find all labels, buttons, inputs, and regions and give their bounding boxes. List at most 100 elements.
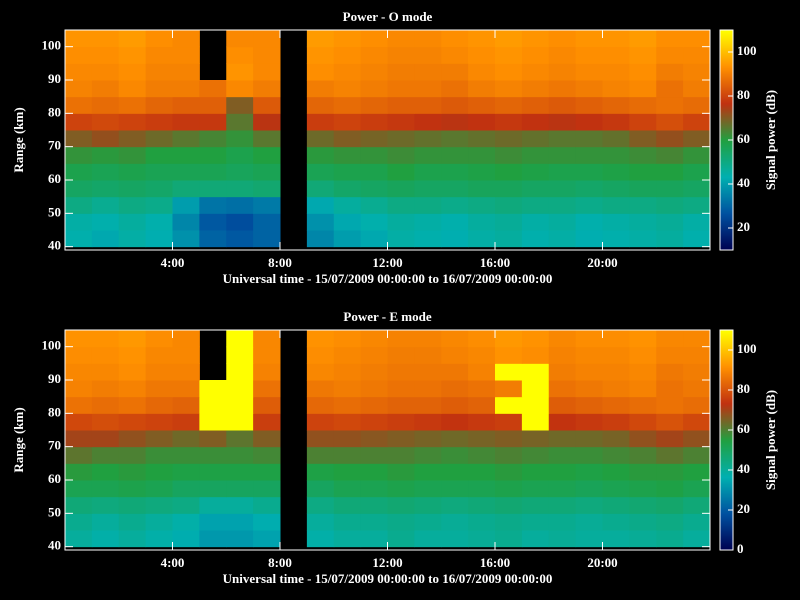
heat-cell <box>656 230 684 248</box>
heat-cell <box>172 363 200 381</box>
heat-cell <box>360 446 388 464</box>
colorbar-strip <box>720 460 733 463</box>
colorbar-strip <box>720 522 733 525</box>
colorbar-strip <box>720 138 733 141</box>
heat-cell <box>226 63 254 81</box>
heat-cell <box>118 463 147 481</box>
heat-cell <box>333 230 362 248</box>
colorbar-strip <box>720 436 733 439</box>
heat-cell <box>65 363 93 381</box>
heat-cell <box>199 196 227 214</box>
heat-cell <box>629 213 657 231</box>
colorbar-strip <box>720 342 733 345</box>
colorbar-strip <box>720 124 733 127</box>
colorbar-strip <box>720 196 733 199</box>
colorbar-strip <box>720 504 733 507</box>
heat-cell <box>333 196 362 214</box>
heat-cell <box>602 463 630 481</box>
heat-cell <box>521 396 550 414</box>
heat-cell <box>521 513 550 531</box>
colorbar-strip <box>720 462 733 465</box>
heat-cell <box>118 180 147 198</box>
heat-cell <box>360 480 388 498</box>
heat-cell <box>360 463 388 481</box>
colorbar-strip <box>720 362 733 365</box>
colorbar-strip <box>720 94 733 97</box>
heat-cell <box>306 196 335 214</box>
heat-cell <box>226 513 254 531</box>
heat-cell <box>65 213 93 231</box>
heat-cell <box>253 130 281 148</box>
heat-cell <box>575 480 603 498</box>
heat-cell <box>172 413 200 431</box>
heat-cell <box>629 463 657 481</box>
x-axis-label: Universal time - 15/07/2009 00:00:00 to … <box>223 271 553 286</box>
heat-cell <box>253 46 281 64</box>
colorbar-strip <box>720 42 733 45</box>
heat-cell <box>145 480 173 498</box>
x-tick-label: 4:00 <box>161 255 185 270</box>
y-axis-label: Range (km) <box>11 407 26 472</box>
colorbar-strip <box>720 378 733 381</box>
heat-cell <box>575 180 603 198</box>
colorbar-strip <box>720 416 733 419</box>
heat-cell <box>468 213 496 231</box>
heat-cell <box>441 496 469 514</box>
heat-cell <box>629 130 657 148</box>
heat-cell <box>495 230 523 248</box>
y-tick-label: 90 <box>48 71 61 86</box>
colorbar-strip <box>720 228 733 231</box>
heat-cell <box>683 230 711 248</box>
heat-cell <box>656 396 684 414</box>
heat-cell <box>118 330 147 348</box>
colorbar-strip <box>720 396 733 399</box>
heat-cell <box>441 80 469 98</box>
colorbar-strip <box>720 386 733 389</box>
heat-cell <box>468 96 496 114</box>
heat-cell <box>468 113 496 131</box>
heat-cell <box>199 130 227 148</box>
heat-cell <box>656 380 684 398</box>
heat-cell <box>360 396 388 414</box>
heat-cell <box>548 230 577 248</box>
heat-cell <box>387 396 415 414</box>
heat-cell <box>199 446 227 464</box>
heat-cell <box>441 413 469 431</box>
heat-cell <box>306 80 335 98</box>
colorbar-strip <box>720 352 733 355</box>
heat-cell <box>172 330 200 348</box>
heat-cell <box>575 496 603 514</box>
heat-cell <box>495 96 523 114</box>
heat-cell <box>253 30 281 48</box>
heat-cell <box>521 463 550 481</box>
heat-cell <box>602 180 630 198</box>
heat-cell <box>118 396 147 414</box>
heat-cell <box>414 196 442 214</box>
colorbar-tick-label: 80 <box>737 381 750 396</box>
colorbar-strip <box>720 438 733 441</box>
heat-cell <box>629 330 657 348</box>
heat-cell <box>683 496 711 514</box>
colorbar-strip <box>720 44 733 47</box>
heat-cell <box>333 63 362 81</box>
heat-cell <box>226 480 254 498</box>
heat-cell <box>306 463 335 481</box>
colorbar-strip <box>720 448 733 451</box>
heat-cell <box>91 163 120 181</box>
heat-cell <box>118 496 147 514</box>
heat-cell <box>253 380 281 398</box>
heat-cell <box>468 380 496 398</box>
heat-cell <box>602 496 630 514</box>
colorbar-strip <box>720 508 733 511</box>
colorbar-strip <box>720 46 733 49</box>
heat-cell <box>226 180 254 198</box>
heat-cell <box>521 496 550 514</box>
heat-cell <box>683 196 711 214</box>
heat-cell <box>306 230 335 248</box>
heat-cell <box>575 80 603 98</box>
heat-cell <box>683 530 711 548</box>
heat-cell <box>521 30 550 48</box>
heat-cell <box>333 363 362 381</box>
heat-cell <box>495 430 523 448</box>
heat-cell <box>65 346 93 364</box>
